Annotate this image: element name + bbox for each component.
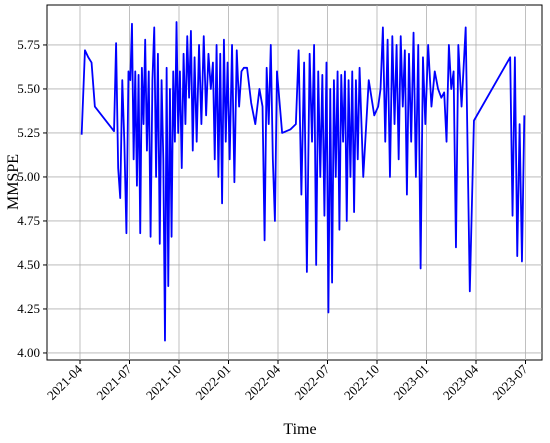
x-tick-label: 2021-07: [93, 361, 135, 403]
x-tick-label: 2022-01: [192, 362, 233, 403]
data-line: [80, 21, 526, 342]
x-tick-label: 2023-01: [390, 362, 431, 403]
y-tick-label: 4.50: [17, 257, 40, 272]
y-axis-label: MMSPE: [5, 154, 22, 210]
y-tick-label: 5.25: [17, 125, 40, 140]
x-axis-label: Time: [283, 421, 316, 438]
x-tick-label: 2022-07: [291, 361, 333, 403]
y-tick-label: 5.75: [17, 37, 40, 52]
y-tick-label: 4.00: [17, 345, 40, 360]
y-tick-label: 5.00: [17, 169, 40, 184]
y-tick-label: 4.25: [17, 301, 40, 316]
x-tick-label: 2023-04: [440, 361, 482, 403]
x-tick-label: 2021-04: [44, 361, 86, 403]
plot-frame: [46, 4, 543, 361]
y-tick-label: 4.75: [17, 213, 40, 228]
x-tick-label: 2021-10: [143, 362, 184, 403]
x-tick-label: 2022-04: [242, 361, 284, 403]
x-tick-label: 2023-07: [489, 361, 531, 403]
x-tick-label: 2022-10: [341, 362, 382, 403]
y-tick-label: 5.50: [17, 81, 40, 96]
